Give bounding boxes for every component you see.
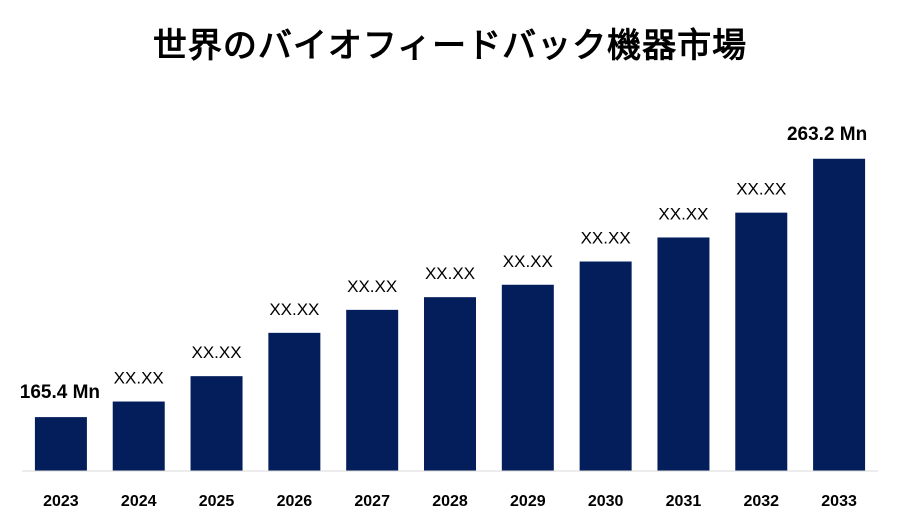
data-label-2026: XX.XX xyxy=(269,300,319,319)
chart-title: 世界のバイオフィードバック機器市場 xyxy=(152,26,748,66)
data-label-2023: 165.4 Mn xyxy=(20,382,100,403)
data-label-2033: 263.2 Mn xyxy=(787,124,867,145)
bar-2031 xyxy=(657,237,710,471)
x-tick-2030: 2030 xyxy=(588,493,624,510)
x-tick-2023: 2023 xyxy=(43,493,79,510)
bar-2028 xyxy=(424,297,476,471)
x-tick-2027: 2027 xyxy=(354,493,390,510)
bars-group xyxy=(34,158,866,471)
x-tick-2025: 2025 xyxy=(199,493,235,510)
bar-2024 xyxy=(112,401,165,471)
bar-2033 xyxy=(813,158,866,471)
data-label-2029: XX.XX xyxy=(503,252,553,271)
x-tick-2031: 2031 xyxy=(666,493,702,510)
data-label-2031: XX.XX xyxy=(658,204,708,223)
bar-2032 xyxy=(735,212,788,471)
x-tick-2026: 2026 xyxy=(277,493,313,510)
x-tick-2033: 2033 xyxy=(821,493,857,510)
data-label-2030: XX.XX xyxy=(581,229,631,248)
data-label-2024: XX.XX xyxy=(114,369,164,388)
x-tick-2029: 2029 xyxy=(510,493,546,510)
bar-2027 xyxy=(346,309,399,471)
data-labels-group: 165.4 Mn XX.XX XX.XX XX.XX XX.XX XX.XX XX.XX XX… xyxy=(20,124,867,403)
bar-2030 xyxy=(579,261,632,471)
data-label-2032: XX.XX xyxy=(736,180,786,199)
x-tick-2028: 2028 xyxy=(432,493,468,510)
data-label-2028: XX.XX xyxy=(425,264,475,283)
data-label-2025: XX.XX xyxy=(191,343,241,362)
x-tick-labels-group: 2023 2024 2025 2026 2027 2028 2029 2030 2031 2032… xyxy=(43,493,857,510)
bar-2025 xyxy=(190,376,243,471)
x-tick-2024: 2024 xyxy=(121,493,157,510)
bar-2029 xyxy=(501,284,554,471)
bar-2023 xyxy=(34,417,87,471)
x-tick-2032: 2032 xyxy=(743,493,779,510)
data-label-2027: XX.XX xyxy=(347,277,397,296)
bar-2026 xyxy=(268,332,321,471)
